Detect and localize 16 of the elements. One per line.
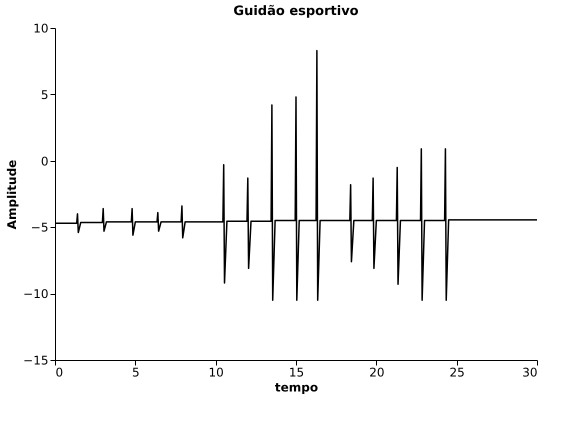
x-tick-label: 15	[288, 366, 304, 380]
x-tick-label: 10	[208, 366, 224, 380]
x-tick-label: 20	[369, 366, 384, 380]
y-tick-label: −10	[23, 287, 48, 302]
chart-title: Guidão esportivo	[233, 4, 359, 19]
x-tick-label: 25	[450, 366, 465, 380]
y-tick-label: 10	[33, 22, 48, 36]
x-axis-title: tempo	[274, 380, 318, 394]
y-tick-label: 5	[40, 88, 48, 102]
y-tick-label: 0	[40, 154, 48, 168]
x-tick-label: 30	[522, 366, 538, 380]
y-tick-label: −5	[30, 220, 48, 235]
y-axis-title: Amplitude	[5, 160, 20, 230]
y-tick-label: −15	[23, 354, 48, 368]
x-tick-label: 0	[56, 366, 64, 380]
x-tick-label: 5	[132, 366, 140, 380]
